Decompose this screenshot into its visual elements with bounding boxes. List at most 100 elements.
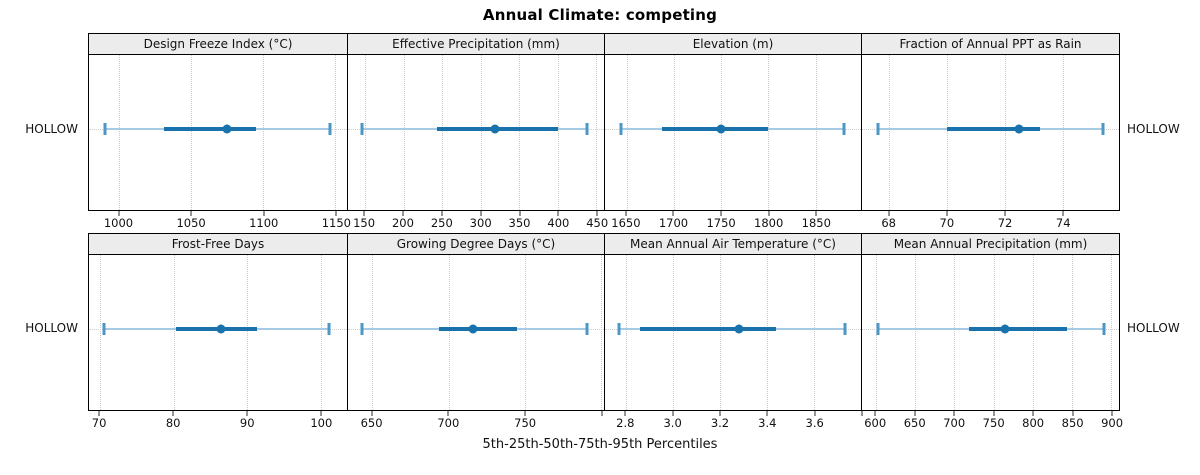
axis-tick <box>888 211 890 216</box>
row-label-left-bottom: HOLLOW <box>25 321 78 335</box>
panel-x-axis: 70 80 90 100 <box>88 411 348 430</box>
axis-tick <box>1032 411 1034 416</box>
gridline <box>480 55 482 210</box>
gridline <box>173 255 175 410</box>
x-axis-caption: 5th-25th-50th-75th-95th Percentiles <box>482 437 718 452</box>
median-dot <box>490 124 499 134</box>
axis-tick <box>953 411 955 416</box>
axis-tick-label: 1150 <box>321 216 352 230</box>
axis-tick <box>596 211 598 216</box>
panel-3: Fraction of Annual PPT as Rain <box>861 33 1120 211</box>
axis-tick <box>480 211 482 216</box>
panel-x-axis: 1000 1050 1100 1150 <box>88 211 352 230</box>
axis-tick-label: 300 <box>469 216 492 230</box>
axis-tick-label: 100 <box>310 416 333 430</box>
median-dot <box>734 324 744 334</box>
gridline <box>673 55 675 210</box>
axis-tick <box>371 411 373 416</box>
axis-tick-label: 750 <box>982 416 1005 430</box>
axis-tick-label: 72 <box>997 216 1013 230</box>
panel-plot-area <box>89 55 347 210</box>
panel-0: Design Freeze Index (°C) <box>88 33 348 211</box>
axis-tick-label: 1700 <box>658 216 689 230</box>
axis-tick-label: 400 <box>547 216 570 230</box>
panel-1: Effective Precipitation (mm) <box>347 33 605 211</box>
axis-tick <box>263 211 265 216</box>
whisker-25th-75th <box>947 126 1040 131</box>
row-label-right-top: HOLLOW <box>1127 122 1180 136</box>
panel-x-axis: 150 200 250 300 350 400 450 <box>347 211 608 230</box>
gridline <box>524 255 526 410</box>
axis-tick-label: 250 <box>430 216 453 230</box>
panel-strip-title: Frost-Free Days <box>89 234 347 255</box>
figure-title: Annual Climate: competing <box>482 6 718 24</box>
axis-tick <box>363 211 365 216</box>
gridline <box>364 55 366 210</box>
panel-strip-title: Growing Degree Days (°C) <box>348 234 604 255</box>
axis-tick <box>672 211 674 216</box>
median-dot <box>216 324 226 334</box>
panel-x-axis: 650 700 750 <box>347 411 605 430</box>
gridline <box>993 255 995 410</box>
whisker-cap-5th <box>102 322 106 335</box>
panel-strip-title: Mean Annual Precipitation (mm) <box>862 234 1119 255</box>
gridline <box>814 255 816 410</box>
gridline <box>673 255 675 410</box>
axis-tick <box>766 411 768 416</box>
panel-strip-title: Fraction of Annual PPT as Rain <box>862 34 1119 55</box>
axis-tick <box>519 211 521 216</box>
axis-tick-label: 70 <box>91 416 107 430</box>
axis-tick-label: 650 <box>360 416 383 430</box>
axis-tick <box>601 411 603 416</box>
median-dot <box>468 324 478 334</box>
axis-tick <box>874 411 876 416</box>
axis-tick <box>246 411 248 416</box>
whisker-25th-75th <box>640 326 777 331</box>
axis-tick-label: 850 <box>1061 416 1084 430</box>
median-dot <box>222 124 232 134</box>
axis-tick-label: 800 <box>1022 416 1045 430</box>
axis-tick <box>1004 211 1006 216</box>
whisker-cap-5th <box>617 322 621 335</box>
axis-tick <box>814 411 816 416</box>
gridline <box>191 55 193 210</box>
whisker-cap-95th <box>328 122 332 135</box>
axis-tick-label: 3.2 <box>710 416 730 430</box>
panel-x-axis: 2.8 3.0 3.2 3.4 3.6 <box>604 411 863 430</box>
axis-tick-label: 1100 <box>249 216 279 230</box>
gridline <box>915 255 917 410</box>
panel-7: Mean Annual Precipitation (mm) <box>861 233 1120 411</box>
median-dot <box>1014 124 1024 134</box>
axis-tick-label: 1650 <box>611 216 641 230</box>
axis-tick <box>447 411 449 416</box>
gridline <box>876 255 878 410</box>
whisker-cap-5th <box>360 122 364 135</box>
gridline <box>247 255 249 410</box>
axis-tick-label: 900 <box>1101 416 1124 430</box>
axis-tick-label: 1050 <box>176 216 206 230</box>
axis-tick-label: 2.8 <box>616 416 635 430</box>
axis-tick <box>720 211 722 216</box>
gridline <box>519 55 521 210</box>
gridline <box>1004 55 1006 210</box>
whisker-cap-95th <box>1101 122 1105 135</box>
axis-tick <box>118 211 119 216</box>
whisker-25th-75th <box>969 326 1068 331</box>
whisker-25th-75th <box>439 326 518 331</box>
whisker-25th-75th <box>661 126 769 131</box>
axis-tick-label: 350 <box>508 216 531 230</box>
whisker-cap-95th <box>585 322 589 335</box>
whisker-cap-95th <box>843 322 847 335</box>
whisker-cap-95th <box>327 322 331 335</box>
panel-plot-area <box>862 55 1119 210</box>
axis-tick <box>672 411 674 416</box>
panel-2: Elevation (m) <box>604 33 862 211</box>
panel-plot-area <box>605 55 861 210</box>
axis-tick <box>815 211 817 216</box>
panel-plot-area <box>89 255 347 410</box>
gridline <box>600 255 602 410</box>
whisker-cap-5th <box>360 322 364 335</box>
gridline <box>1071 255 1073 410</box>
median-dot <box>1000 324 1010 334</box>
